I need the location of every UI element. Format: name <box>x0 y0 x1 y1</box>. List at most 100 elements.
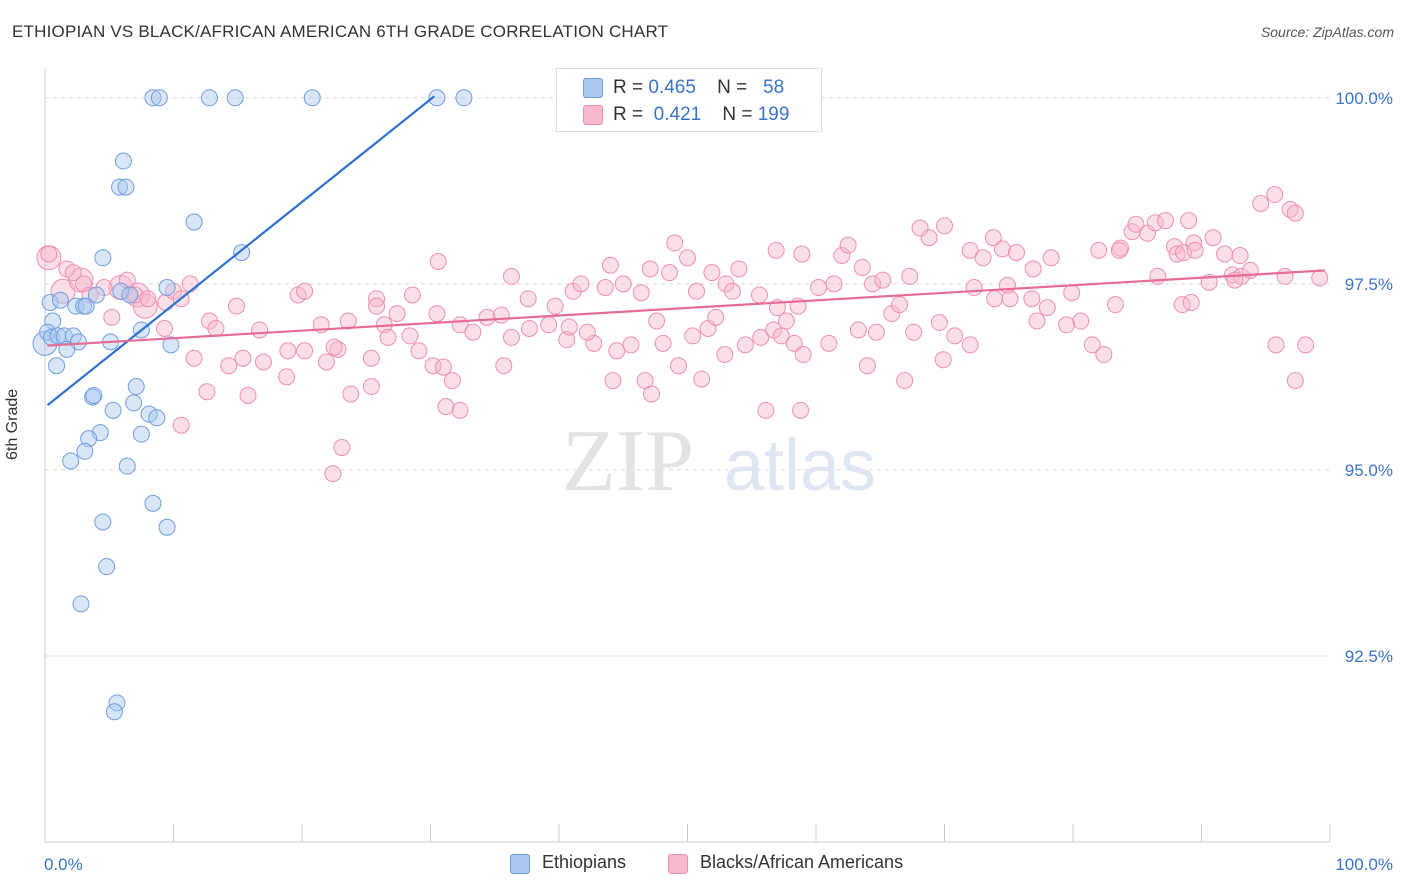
data-point <box>1231 247 1249 265</box>
data-point <box>792 401 810 419</box>
data-point <box>540 316 558 334</box>
data-point <box>118 457 136 475</box>
data-point <box>614 275 632 293</box>
data-point <box>404 286 422 304</box>
data-point <box>1266 186 1284 204</box>
data-point <box>126 286 144 304</box>
data-point <box>632 284 650 302</box>
data-point <box>251 321 269 339</box>
n-label: N = <box>717 77 748 98</box>
data-point <box>72 595 90 613</box>
x-tick-label: 100.0% <box>1335 855 1393 874</box>
data-point <box>325 338 343 356</box>
data-point <box>1063 284 1081 302</box>
data-point <box>777 312 795 330</box>
data-point <box>519 290 537 308</box>
data-point <box>502 267 520 285</box>
data-point <box>121 286 139 304</box>
data-point <box>410 342 428 360</box>
data-point <box>604 372 622 390</box>
data-point <box>185 349 203 367</box>
data-point <box>794 346 812 364</box>
data-point <box>429 253 447 270</box>
data-point <box>144 89 162 107</box>
bottom-legend-label: Blacks/African Americans <box>700 852 904 872</box>
data-point <box>98 558 116 576</box>
data-point <box>793 245 811 263</box>
data-point <box>839 236 857 254</box>
data-point <box>772 327 790 345</box>
data-point <box>965 279 983 297</box>
data-point <box>227 297 245 315</box>
data-point <box>495 357 513 375</box>
data-point <box>200 89 218 107</box>
data-point <box>891 296 909 314</box>
series-ethiopians <box>32 89 473 721</box>
data-point <box>132 425 150 443</box>
x-tick-label: 0.0% <box>44 855 83 874</box>
y-tick-label: 95.0% <box>1345 461 1393 480</box>
data-point <box>974 249 992 267</box>
data-point <box>112 282 130 300</box>
data-point <box>87 286 105 304</box>
data-point <box>139 290 157 308</box>
data-point <box>324 465 342 483</box>
data-point <box>76 442 94 460</box>
trend-lines <box>46 95 1325 406</box>
data-point <box>339 312 357 330</box>
data-point <box>437 398 455 416</box>
data-point <box>1276 267 1294 285</box>
legend-row-blacks: R = 0.421 N = 199 <box>613 104 789 126</box>
data-point <box>648 312 666 330</box>
data-point <box>864 275 882 293</box>
data-point <box>687 282 705 300</box>
data-point <box>455 89 473 107</box>
data-point <box>1252 194 1270 212</box>
data-point <box>661 264 679 282</box>
data-point <box>317 353 335 371</box>
data-point <box>428 89 446 107</box>
data-point <box>679 249 696 267</box>
data-point <box>1127 215 1145 233</box>
data-point <box>105 703 123 721</box>
data-point <box>546 297 564 315</box>
data-point <box>148 409 166 427</box>
data-point <box>558 331 576 349</box>
data-point <box>362 378 380 396</box>
data-point <box>934 351 952 369</box>
data-point <box>684 327 702 345</box>
n-value: 199 <box>757 104 790 125</box>
data-point <box>596 279 614 297</box>
data-point <box>464 323 482 341</box>
data-point <box>114 152 132 170</box>
trend-line-ethiopians <box>46 95 436 406</box>
data-point <box>1038 299 1056 317</box>
data-point <box>641 260 659 278</box>
source-label: Source: ZipAtlas.com <box>1260 24 1394 40</box>
data-point <box>1072 312 1090 330</box>
data-point <box>279 342 297 360</box>
data-point <box>1090 241 1108 259</box>
data-point <box>41 293 59 311</box>
data-point <box>643 385 661 403</box>
data-point <box>111 178 129 196</box>
data-point <box>64 264 82 282</box>
data-point <box>150 89 168 107</box>
r-value: 0.465 <box>648 77 696 98</box>
data-point <box>730 260 748 278</box>
chart-title: ETHIOPIAN VS BLACK/AFRICAN AMERICAN 6TH … <box>12 22 669 41</box>
data-point <box>156 319 174 337</box>
data-point <box>1001 290 1019 308</box>
data-point <box>492 306 510 324</box>
data-point <box>810 279 828 297</box>
data-point <box>901 267 919 285</box>
data-point <box>62 452 80 470</box>
data-point <box>1182 293 1200 311</box>
data-point <box>961 241 979 259</box>
data-point <box>1286 204 1304 222</box>
data-point <box>50 278 76 304</box>
data-point <box>601 256 619 274</box>
data-point <box>40 245 58 263</box>
axes <box>44 68 1331 843</box>
data-point <box>520 319 538 337</box>
